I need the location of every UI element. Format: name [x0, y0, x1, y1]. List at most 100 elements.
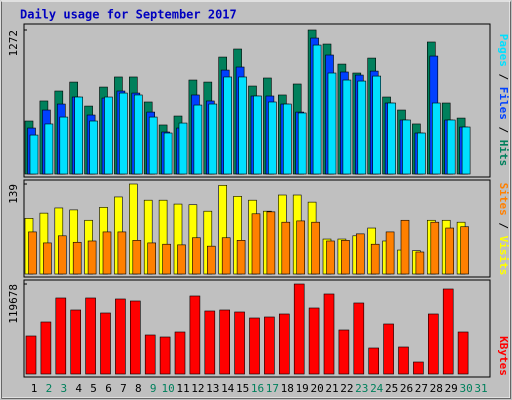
bar	[40, 321, 52, 375]
bar	[193, 104, 203, 175]
chart-title: Daily usage for September 2017	[20, 8, 237, 22]
bar	[134, 94, 143, 175]
y-tick-label: 119678	[7, 284, 20, 324]
bar	[341, 240, 350, 275]
bar	[415, 251, 425, 275]
bar	[219, 309, 230, 375]
x-tick-label: 13	[206, 382, 219, 395]
bar	[266, 211, 276, 275]
bar	[427, 313, 439, 375]
bar	[430, 221, 440, 275]
x-tick-label: 17	[266, 382, 279, 395]
x-tick-label: 7	[120, 382, 127, 395]
bar	[368, 347, 380, 375]
x-tick-label: 24	[370, 382, 384, 395]
bar	[282, 103, 292, 175]
bar	[163, 132, 173, 175]
bar	[357, 80, 367, 175]
bar	[264, 316, 275, 375]
bar	[189, 295, 201, 375]
legend-entry: Hits	[497, 140, 510, 167]
bar	[70, 309, 81, 375]
x-tick-label: 26	[400, 382, 413, 395]
x-tick-label: 10	[161, 382, 174, 395]
bar	[223, 76, 232, 175]
bar	[59, 116, 69, 175]
legend-top: Pages / Files / Hits	[497, 34, 510, 167]
bar	[85, 297, 96, 375]
bar	[115, 298, 126, 375]
x-tick-label: 4	[75, 382, 82, 395]
bar	[342, 79, 352, 175]
bar	[297, 112, 307, 175]
bar	[385, 231, 395, 275]
x-tick-label: 14	[221, 382, 235, 395]
bar	[87, 240, 97, 275]
y-tick-label: 139	[7, 184, 20, 204]
bar	[445, 227, 455, 275]
bar	[402, 119, 411, 175]
bar	[174, 331, 186, 375]
bar	[268, 101, 277, 175]
x-tick-label: 11	[176, 382, 189, 395]
bar	[446, 119, 456, 175]
x-tick-label: 2	[46, 382, 53, 395]
bar	[387, 102, 396, 175]
bar	[251, 213, 261, 275]
x-tick-label: 21	[325, 382, 338, 395]
x-tick-label: 22	[340, 382, 353, 395]
bar	[413, 361, 424, 375]
x-tick-label: 1	[31, 382, 38, 395]
bar	[130, 300, 141, 375]
bar	[100, 312, 111, 375]
legend-entry: KBytes	[497, 336, 510, 376]
bar	[192, 237, 201, 275]
x-tick-label: 9	[150, 382, 157, 395]
bar	[296, 220, 306, 275]
legend-entry: Sites	[497, 183, 510, 216]
bar	[249, 317, 260, 375]
bar	[281, 221, 291, 275]
x-tick-label: 16	[251, 382, 264, 395]
x-tick-label: 25	[385, 382, 398, 395]
bar	[57, 235, 67, 275]
bar	[457, 331, 469, 375]
bar	[221, 237, 231, 275]
bar	[29, 134, 39, 175]
bar	[238, 76, 247, 175]
x-tick-label: 19	[296, 382, 309, 395]
bar	[398, 346, 409, 375]
bar	[89, 120, 98, 175]
bar	[55, 297, 67, 375]
bar	[236, 240, 246, 275]
bar	[431, 102, 441, 175]
bar	[144, 334, 156, 375]
x-tick-label: 5	[90, 382, 97, 395]
bar	[338, 329, 350, 375]
x-tick-label: 15	[236, 382, 249, 395]
x-tick-label: 8	[135, 382, 142, 395]
x-tick-label: 30	[459, 382, 472, 395]
bar	[278, 313, 290, 375]
x-tick-label: 12	[191, 382, 204, 395]
bar	[308, 307, 320, 375]
y-tick-label: 1272	[7, 30, 20, 57]
legend-entry: Files	[497, 87, 510, 120]
bar	[372, 75, 382, 175]
bar	[311, 221, 320, 275]
bar	[72, 241, 82, 275]
bar	[117, 231, 127, 275]
legend-mid: Sites / Visits	[497, 183, 510, 276]
legend-group: Pages / Files / Hits	[497, 34, 510, 167]
x-tick-label: 28	[430, 382, 443, 395]
x-tick-label: 31	[474, 382, 487, 395]
bar	[460, 226, 469, 275]
bar	[400, 219, 410, 275]
bar	[74, 96, 83, 175]
x-tick-label: 6	[105, 382, 112, 395]
bar	[178, 122, 188, 175]
bar	[208, 103, 218, 175]
bar	[43, 242, 52, 275]
